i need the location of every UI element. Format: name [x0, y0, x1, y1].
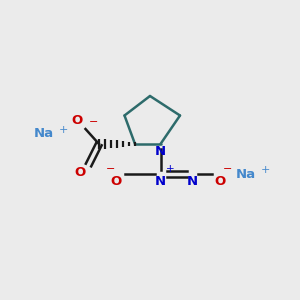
- Text: N: N: [155, 145, 166, 158]
- Text: N: N: [186, 175, 198, 188]
- Text: −: −: [105, 164, 115, 174]
- Text: +: +: [166, 164, 174, 174]
- Text: +: +: [261, 165, 270, 176]
- Text: −: −: [222, 164, 232, 174]
- Text: O: O: [214, 175, 226, 188]
- Text: −: −: [88, 117, 98, 128]
- Text: O: O: [72, 115, 83, 128]
- Text: +: +: [58, 125, 68, 135]
- Text: N: N: [155, 175, 166, 188]
- Text: O: O: [74, 167, 85, 179]
- Text: O: O: [110, 175, 122, 188]
- Text: Na: Na: [33, 127, 54, 140]
- Text: Na: Na: [236, 168, 256, 181]
